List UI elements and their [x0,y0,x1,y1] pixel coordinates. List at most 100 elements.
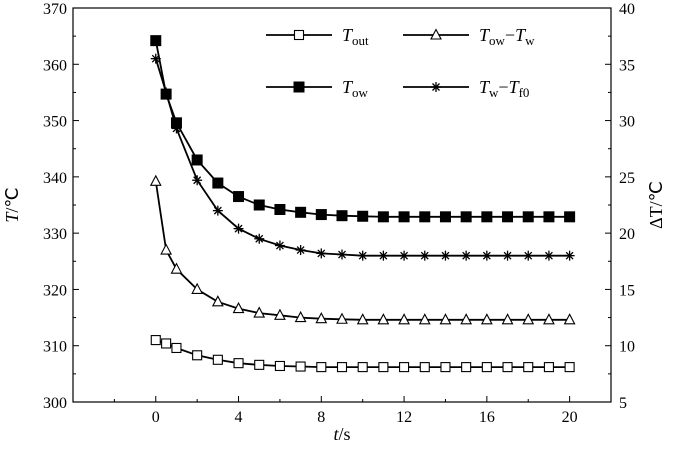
data-point-T_ow [253,199,265,211]
data-point-Tow_minus_Tw [315,312,328,324]
data-point-T_out [316,362,327,373]
x-axis-title: t/s [333,424,350,444]
left-axis-var: T [2,211,22,223]
legend-marker-Tw_minus_Tf0 [431,82,441,92]
data-point-T_ow [502,211,514,223]
legend: Tout Tow−Tw Tow Tw−Tf0 [266,25,535,100]
data-point-Tow_minus_Tw [170,262,183,274]
data-point-T_out [440,362,451,373]
data-point-Tw_minus_Tf0 [254,233,265,244]
data-point-Tw_minus_Tf0 [316,248,327,259]
data-point-T_out [254,359,265,370]
data-point-Tow_minus_Tw [418,313,431,325]
legend-marker-T_ow [293,81,305,93]
data-point-Tow_minus_Tw [160,243,173,255]
x-axis-var: t [333,424,339,444]
data-point-Tw_minus_Tf0 [212,205,223,216]
data-point-T_ow [295,206,307,218]
left-axis-tick-label: 330 [43,226,67,243]
legend-entry-Tw_minus_Tf0: Tw−Tf0 [403,77,529,100]
left-axis-tick-label: 370 [43,1,67,18]
data-point-T_ow [439,211,451,223]
legend-label: Tout [342,25,369,48]
right-axis-tick-label: 15 [619,282,635,299]
data-point-Tw_minus_Tf0 [337,249,347,260]
data-point-T_out [274,360,285,372]
data-point-Tow_minus_Tw [460,313,473,325]
legend-label: Tow [342,77,369,100]
legend-label: Tw−Tf0 [479,77,529,100]
left-axis-tick-label: 350 [43,114,67,131]
series-line-Tow_minus_Tw [154,181,570,321]
left-axis-tick-label: 300 [43,395,67,412]
data-point-Tow_minus_Tw [480,313,493,325]
data-point-T_ow [191,154,203,166]
data-point-T_out [523,362,534,373]
data-point-Tow_minus_Tw [149,174,162,186]
x-axis-tick-label: 4 [235,409,243,426]
data-point-T_out [543,362,554,373]
data-point-T_ow [212,177,224,189]
data-point-T_ow [377,211,389,223]
data-point-T_ow [150,35,162,47]
left-axis-tick-label: 310 [43,339,67,356]
data-point-Tw_minus_Tf0 [481,250,492,261]
x-axis-tick-label: 12 [396,409,412,426]
data-point-Tow_minus_Tw [336,312,348,324]
data-point-Tw_minus_Tf0 [523,250,534,261]
data-point-Tw_minus_Tf0 [461,250,472,261]
data-point-Tow_minus_Tw [274,308,286,320]
data-point-T_out [378,362,389,373]
data-point-Tw_minus_Tf0 [564,250,575,261]
data-point-Tow_minus_Tw [501,313,514,325]
series-T_ow [150,35,576,223]
series-line-T_ow [154,40,570,218]
bottom-axis-ticks: 0 4 8 12 16 20 [113,396,578,426]
legend-marker-Tow_minus_Tw [430,28,442,40]
data-point-Tw_minus_Tf0 [502,250,513,261]
data-point-T_ow [357,210,369,222]
right-axis-ticks: 5 10 15 20 25 30 35 40 [605,1,635,412]
data-point-Tow_minus_Tw [191,282,204,294]
data-point-Tw_minus_Tf0 [543,250,554,261]
series-Tow_minus_Tw [149,174,576,325]
data-point-T_out [419,362,430,373]
left-axis-unit: ℃ [2,187,22,207]
data-point-T_out [161,338,172,349]
right-axis-tick-label: 25 [619,170,635,187]
data-point-Tw_minus_Tf0 [233,223,244,234]
data-point-Tw_minus_Tf0 [150,53,161,64]
data-point-Tow_minus_Tw [232,301,245,314]
data-point-T_out [295,361,306,372]
right-axis-unit: ℃ [646,181,666,201]
data-point-T_out [461,362,472,373]
data-point-T_out [192,350,203,361]
left-axis-tick-label: 320 [43,282,67,299]
right-axis-tick-label: 40 [619,1,635,18]
data-point-T_out [233,358,244,369]
right-axis-tick-label: 30 [619,114,635,131]
series-layer [149,35,576,373]
data-point-Tow_minus_Tw [439,313,452,325]
data-point-Tow_minus_Tw [253,306,266,318]
data-point-T_out [357,362,368,373]
right-axis-var: ΔT [646,206,666,229]
data-point-Tow_minus_Tw [398,313,410,325]
data-point-T_ow [315,209,327,221]
data-point-T_out [171,342,182,354]
data-point-T_ow [522,211,534,223]
data-point-Tw_minus_Tf0 [378,250,389,261]
data-point-T_ow [233,191,245,203]
data-point-T_ow [460,211,472,223]
right-axis-tick-label: 35 [619,57,635,74]
data-point-T_ow [398,211,410,223]
legend-entry-T_out: Tout [266,25,369,48]
series-line-T_out [155,339,570,369]
series-T_out [150,335,575,373]
left-axis-ticks: 300 310 320 330 340 350 360 370 [43,1,79,412]
series-Tw_minus_Tf0 [150,53,575,261]
data-point-T_out [212,354,223,365]
series-line-Tw_minus_Tf0 [154,58,570,257]
data-point-T_out [502,362,513,373]
x-axis-unit: s [344,424,351,444]
